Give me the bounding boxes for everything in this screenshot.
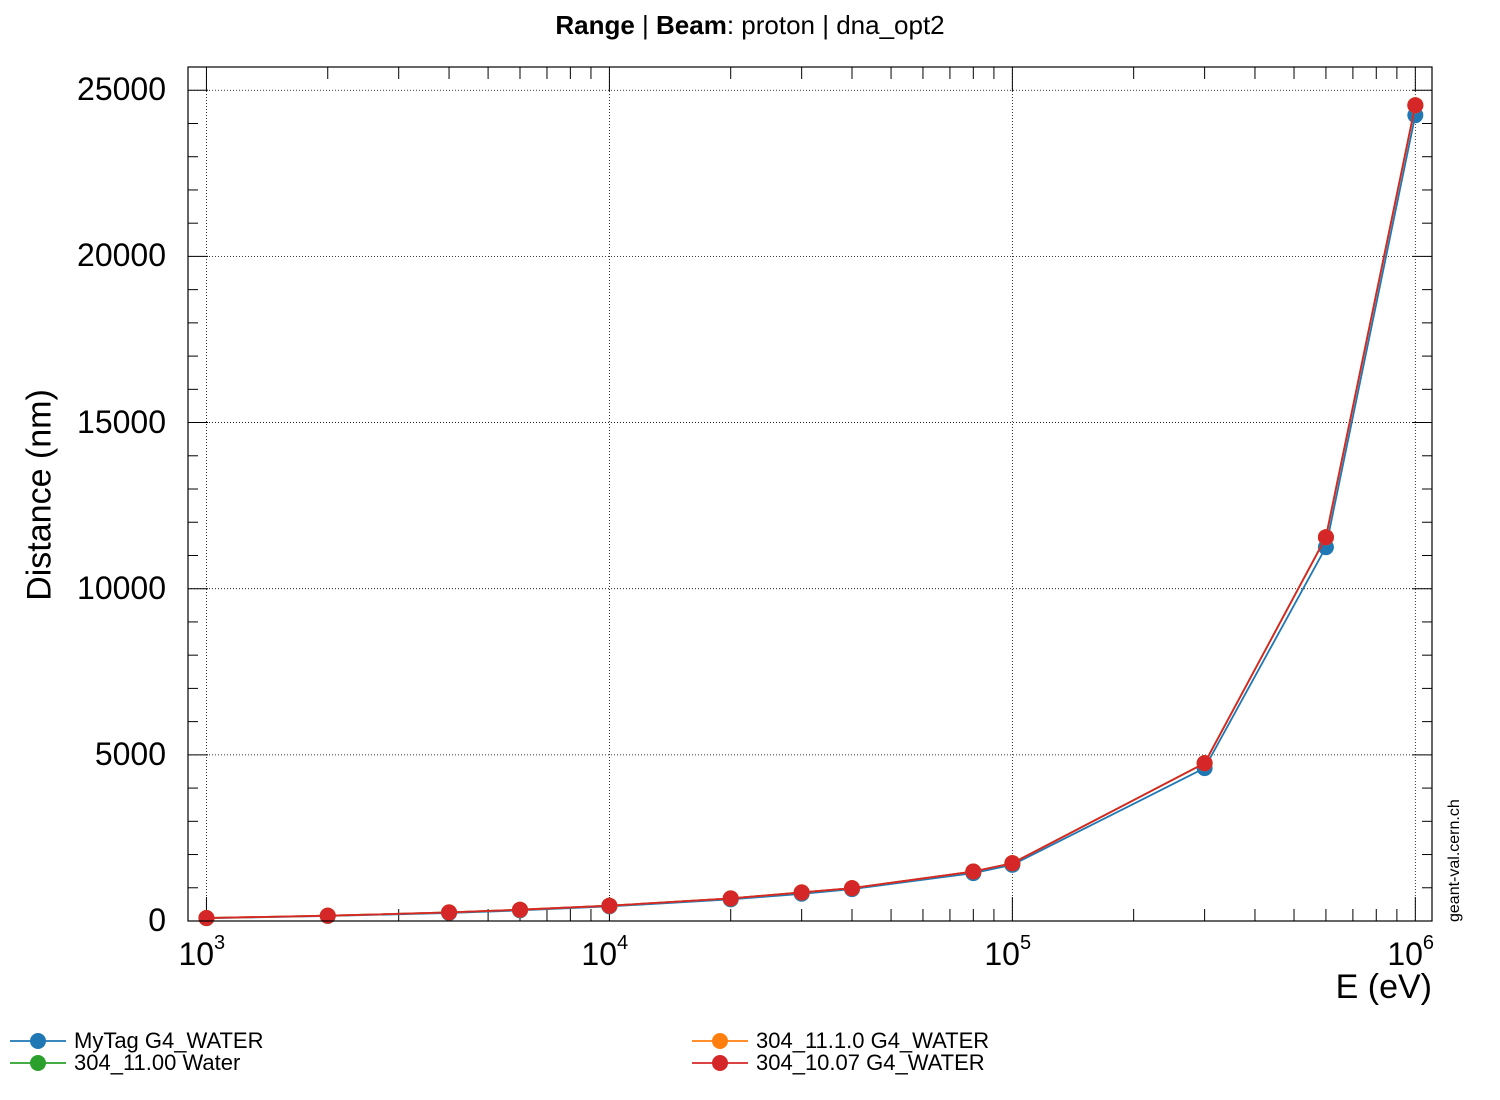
y-tick-label: 0 [148, 902, 166, 938]
x-tick-base: 10 [178, 936, 215, 972]
legend-marker [10, 1055, 66, 1071]
series-2 [198, 97, 1424, 927]
data-point [722, 890, 739, 907]
data-point [441, 904, 458, 921]
y-tick-label: 20000 [77, 237, 166, 274]
data-point [1196, 755, 1213, 772]
legend-label: 304_11.00 Water [74, 1050, 241, 1075]
legend-item: 304_10.07 G4_WATER [692, 1050, 985, 1076]
x-tick-label: 104 [581, 932, 628, 973]
series-line [206, 105, 1417, 919]
series-1 [198, 97, 1424, 927]
x-tick-exponent: 4 [616, 932, 629, 955]
y-tick-label: 5000 [94, 735, 166, 772]
series-3 [198, 97, 1424, 927]
data-point [793, 884, 810, 901]
data-point [1004, 855, 1021, 872]
series-line [206, 105, 1417, 919]
y-tick-label: 10000 [77, 569, 166, 606]
x-tick-label: 103 [178, 932, 225, 973]
plot-frame [187, 66, 1433, 922]
legend-dot [30, 1033, 46, 1049]
series-line [206, 105, 1417, 919]
data-point [601, 897, 618, 914]
grid-lines [188, 67, 1432, 921]
x-axis-label: E (eV) [1335, 968, 1432, 1006]
x-tick-base: 10 [984, 936, 1020, 972]
x-tick-exponent: 6 [1422, 932, 1435, 955]
series-line [206, 115, 1417, 920]
x-tick-base: 10 [581, 936, 617, 972]
legend-dot [30, 1055, 46, 1071]
legend-marker [692, 1055, 748, 1071]
chart-title: Range | Beam: proton | dna_opt2 [0, 10, 1500, 41]
y-tick-label: 15000 [77, 403, 166, 440]
series-0 [198, 107, 1424, 927]
legend-label: 304_10.07 G4_WATER [756, 1050, 985, 1075]
title-range: Range [555, 10, 635, 40]
legend-item: 304_11.00 Water [10, 1050, 240, 1076]
legend-label: 304_11.1.0 G4_WATER [756, 1028, 990, 1053]
legend-dot [712, 1033, 728, 1049]
data-point [198, 910, 215, 927]
legend-item: 304_11.1.0 G4_WATER [692, 1028, 989, 1054]
x-tick-label: 106 [1387, 932, 1434, 973]
legend-marker [692, 1033, 748, 1049]
data-point [1407, 97, 1424, 114]
watermark: geant-val.cern.ch [1446, 799, 1463, 922]
title-beam: Beam [656, 10, 727, 40]
title-separator: | [634, 10, 656, 40]
legend-label: MyTag G4_WATER [74, 1028, 264, 1053]
data-point [965, 863, 982, 880]
legend: MyTag G4_WATER 304_11.00 Water 304_11.1.0 … [0, 1028, 1500, 1088]
x-tick-exponent: 5 [1019, 932, 1032, 955]
x-tick-exponent: 3 [214, 932, 226, 955]
x-tick-base: 10 [1387, 936, 1423, 972]
legend-item: MyTag G4_WATER [10, 1028, 263, 1054]
series-layer [198, 97, 1424, 927]
data-point [319, 907, 336, 924]
legend-marker [10, 1033, 66, 1049]
title-rest: : proton | dna_opt2 [726, 10, 945, 40]
data-point [512, 901, 529, 918]
data-point [1317, 529, 1334, 546]
axis-ticks [187, 67, 1432, 922]
y-tick-label: 25000 [77, 71, 166, 108]
x-tick-label: 105 [984, 932, 1031, 973]
data-point [844, 880, 861, 897]
legend-dot [712, 1055, 728, 1071]
